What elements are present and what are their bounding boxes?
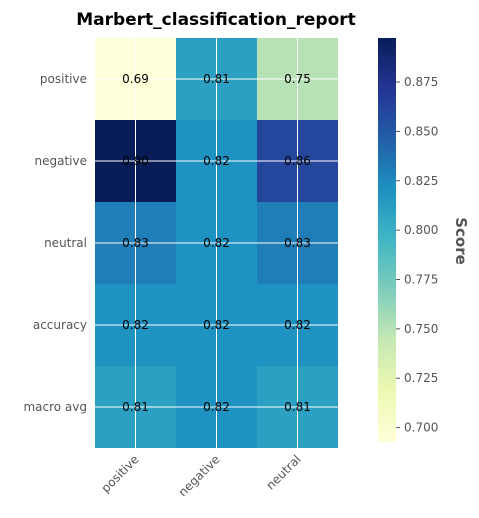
colorbar-tick-label: 0.750 bbox=[404, 322, 438, 336]
colorbar: 0.700 0.725 0.750 0.775 0.800 0.825 0.850 0.875… bbox=[378, 38, 470, 442]
y-tick-label: positive bbox=[40, 72, 87, 86]
colorbar-title: Score bbox=[452, 217, 470, 265]
colorbar-tick-label: 0.775 bbox=[404, 272, 438, 286]
cell-value-label: 0.82 bbox=[122, 318, 149, 332]
cell-value-label: 0.83 bbox=[122, 236, 149, 250]
y-axis: positive negative neutral accuracy macro avg bbox=[23, 72, 87, 414]
cell-value-label: 0.82 bbox=[203, 154, 230, 168]
colorbar-ticks: 0.700 0.725 0.750 0.775 0.800 0.825 0.850 0.875 bbox=[396, 75, 438, 435]
cell-value-label: 0.75 bbox=[284, 72, 311, 86]
chart-title: Marbert_classification_report bbox=[76, 10, 356, 30]
y-tick-label: neutral bbox=[44, 236, 87, 250]
colorbar-tick-label: 0.725 bbox=[404, 371, 438, 385]
y-tick-label: macro avg bbox=[23, 400, 87, 414]
colorbar-tick-label: 0.800 bbox=[404, 223, 438, 237]
x-tick-label: positive bbox=[98, 452, 141, 495]
cell-value-label: 0.82 bbox=[203, 318, 230, 332]
cell-value-label: 0.83 bbox=[284, 236, 311, 250]
cell-value-label: 0.82 bbox=[203, 236, 230, 250]
y-tick-label: negative bbox=[35, 154, 87, 168]
x-tick-label: neutral bbox=[263, 452, 303, 492]
cell-value-label: 0.69 bbox=[122, 72, 149, 86]
y-tick-label: accuracy bbox=[33, 318, 87, 332]
colorbar-tick-label: 0.825 bbox=[404, 174, 438, 188]
cell-value-label: 0.81 bbox=[203, 72, 230, 86]
cell-value-label: 0.86 bbox=[284, 154, 311, 168]
cell-value-label: 0.82 bbox=[284, 318, 311, 332]
x-tick-label: negative bbox=[176, 452, 223, 499]
cell-value-label: 0.90 bbox=[122, 154, 149, 168]
colorbar-tick-label: 0.850 bbox=[404, 124, 438, 138]
cell-value-label: 0.82 bbox=[203, 400, 230, 414]
colorbar-gradient bbox=[378, 38, 396, 442]
colorbar-tick-label: 0.700 bbox=[404, 421, 438, 435]
colorbar-tick-label: 0.875 bbox=[404, 75, 438, 89]
cell-value-label: 0.81 bbox=[122, 400, 149, 414]
x-axis: positive negative neutral bbox=[98, 452, 303, 499]
cell-value-label: 0.81 bbox=[284, 400, 311, 414]
